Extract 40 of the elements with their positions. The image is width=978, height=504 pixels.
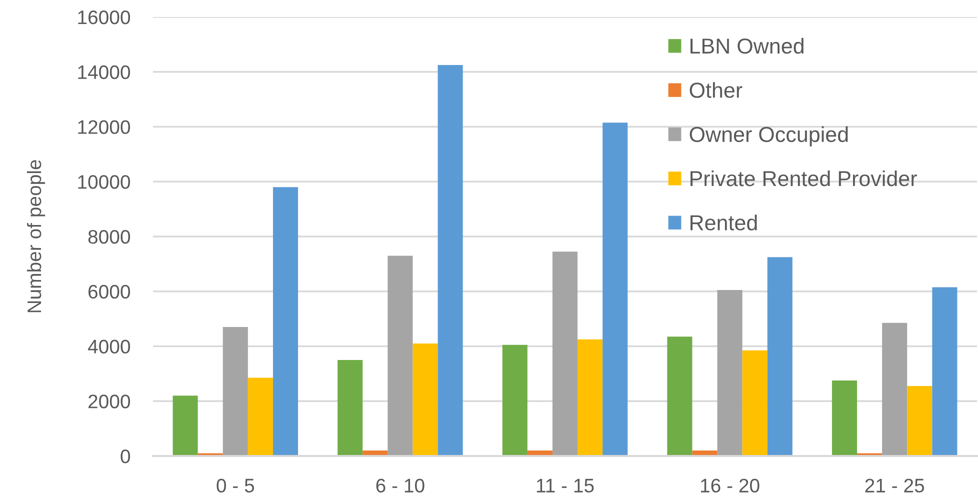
y-tick-label: 4000 [88, 340, 130, 354]
bar [578, 339, 603, 456]
y-tick-label: 8000 [88, 230, 130, 244]
bar [502, 344, 528, 456]
bar [248, 378, 273, 456]
bar [767, 257, 792, 456]
bar [172, 396, 198, 456]
bar [667, 336, 692, 456]
y-tick-label: 0 [120, 449, 130, 464]
bar [552, 252, 578, 456]
y-axis-title: Number of people [26, 160, 46, 312]
x-tick-label: 0 - 5 [216, 478, 254, 493]
legend-label: LBN Owned [690, 38, 804, 54]
y-tick-label: 12000 [78, 120, 130, 134]
bar [388, 256, 413, 456]
bar [882, 322, 908, 456]
x-tick-label: 21 - 25 [865, 478, 924, 493]
legend-label: Other [690, 82, 742, 98]
x-tick-label: 16 - 20 [701, 478, 760, 493]
y-tick-label: 2000 [88, 394, 130, 408]
legend-label: Private Rented Provider [690, 170, 917, 186]
legend-label: Rented [690, 214, 757, 230]
bar [222, 327, 248, 456]
bar [742, 350, 768, 456]
bar [832, 380, 858, 456]
y-tick-label: 16000 [78, 10, 130, 24]
legend-label: Owner Occupied [690, 126, 848, 146]
bar [932, 287, 958, 456]
bar [717, 290, 742, 456]
bar [412, 344, 438, 456]
bar [438, 65, 463, 456]
bar [602, 122, 628, 456]
x-tick-label: 6 - 10 [376, 478, 424, 493]
bar [907, 386, 932, 456]
y-tick-label: 14000 [78, 65, 130, 80]
y-tick-label: 10000 [78, 175, 130, 189]
y-tick-label: 6000 [88, 284, 130, 299]
bar [338, 360, 363, 456]
bar [272, 187, 298, 456]
x-tick-label: 11 - 15 [536, 478, 594, 493]
